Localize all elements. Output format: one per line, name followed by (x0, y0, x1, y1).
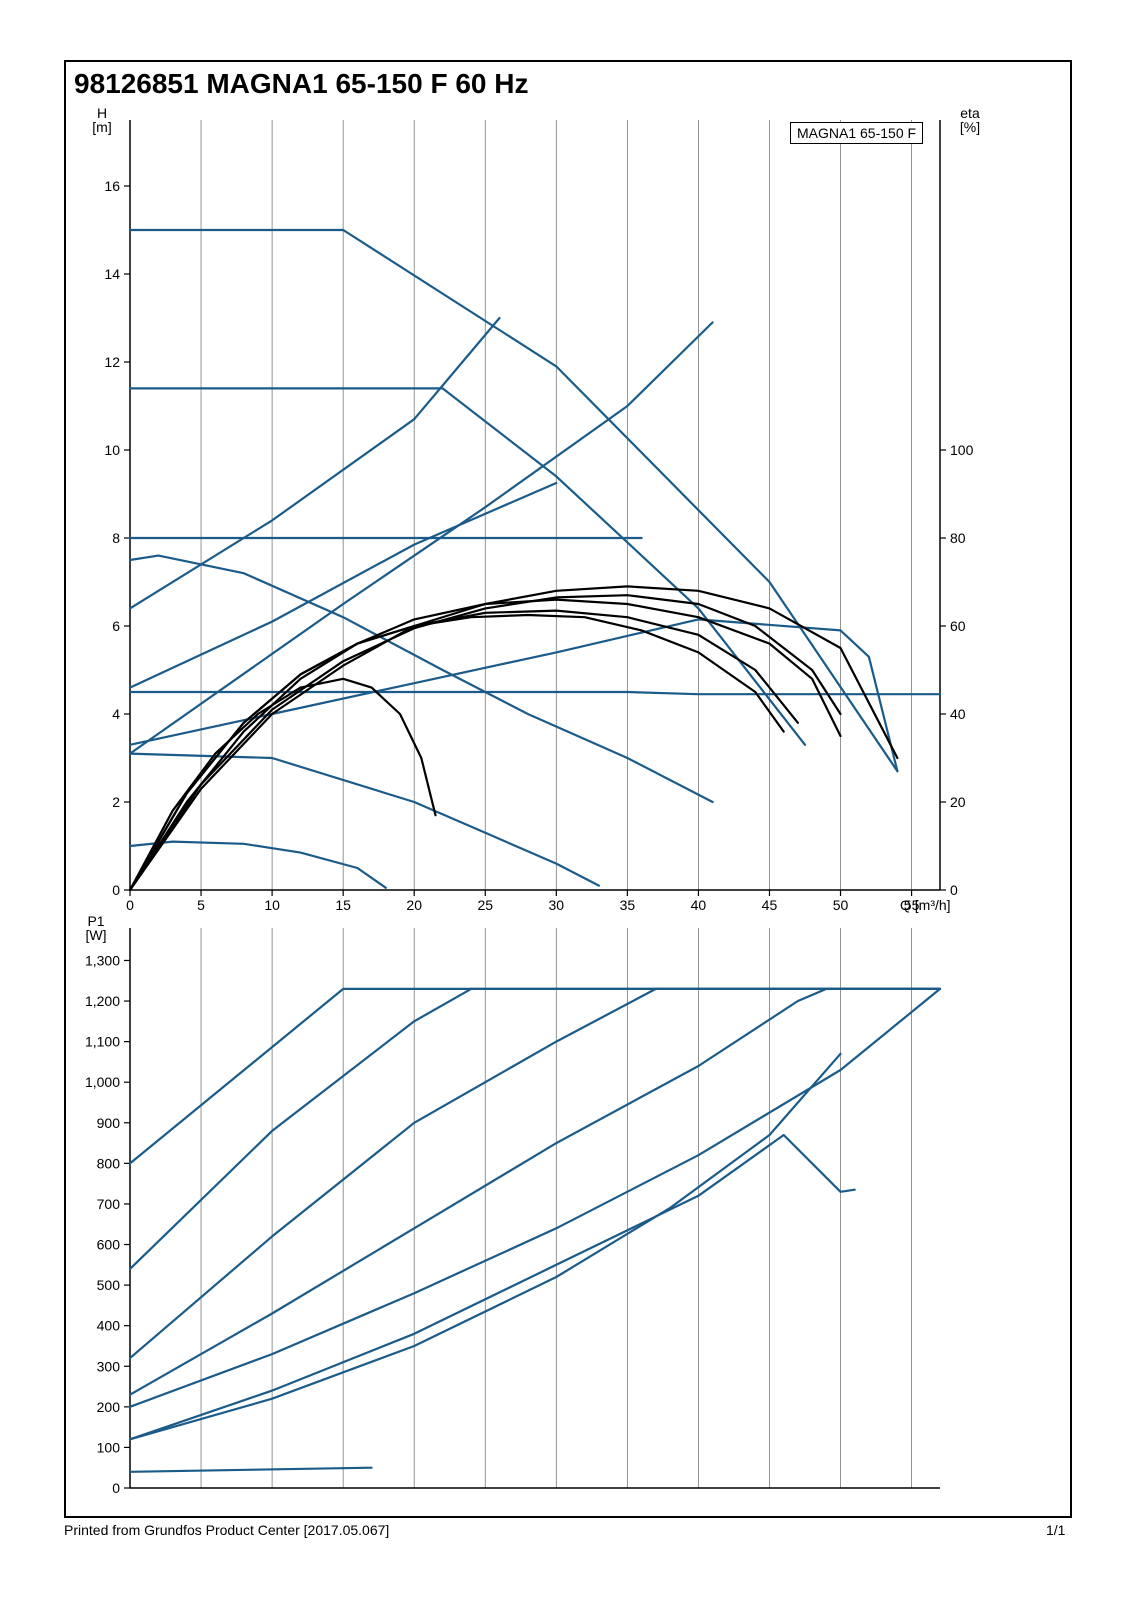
svg-text:400: 400 (97, 1318, 121, 1334)
svg-text:600: 600 (97, 1237, 121, 1253)
svg-text:700: 700 (97, 1196, 121, 1212)
bottom-chart: 0 100 200 300 400 500 600 700 800 900 1,000 1,100 1,… (0, 0, 1132, 1601)
svg-text:1,300: 1,300 (85, 952, 120, 968)
svg-text:900: 900 (97, 1115, 121, 1131)
svg-text:0: 0 (112, 1480, 120, 1496)
svg-text:800: 800 (97, 1155, 121, 1171)
svg-text:P1[W]: P1[W] (86, 913, 107, 943)
svg-text:1,200: 1,200 (85, 993, 120, 1009)
svg-text:1,000: 1,000 (85, 1074, 120, 1090)
svg-text:200: 200 (97, 1399, 121, 1415)
svg-text:300: 300 (97, 1358, 121, 1374)
svg-text:500: 500 (97, 1277, 121, 1293)
svg-text:1,100: 1,100 (85, 1034, 120, 1050)
svg-text:100: 100 (97, 1439, 121, 1455)
